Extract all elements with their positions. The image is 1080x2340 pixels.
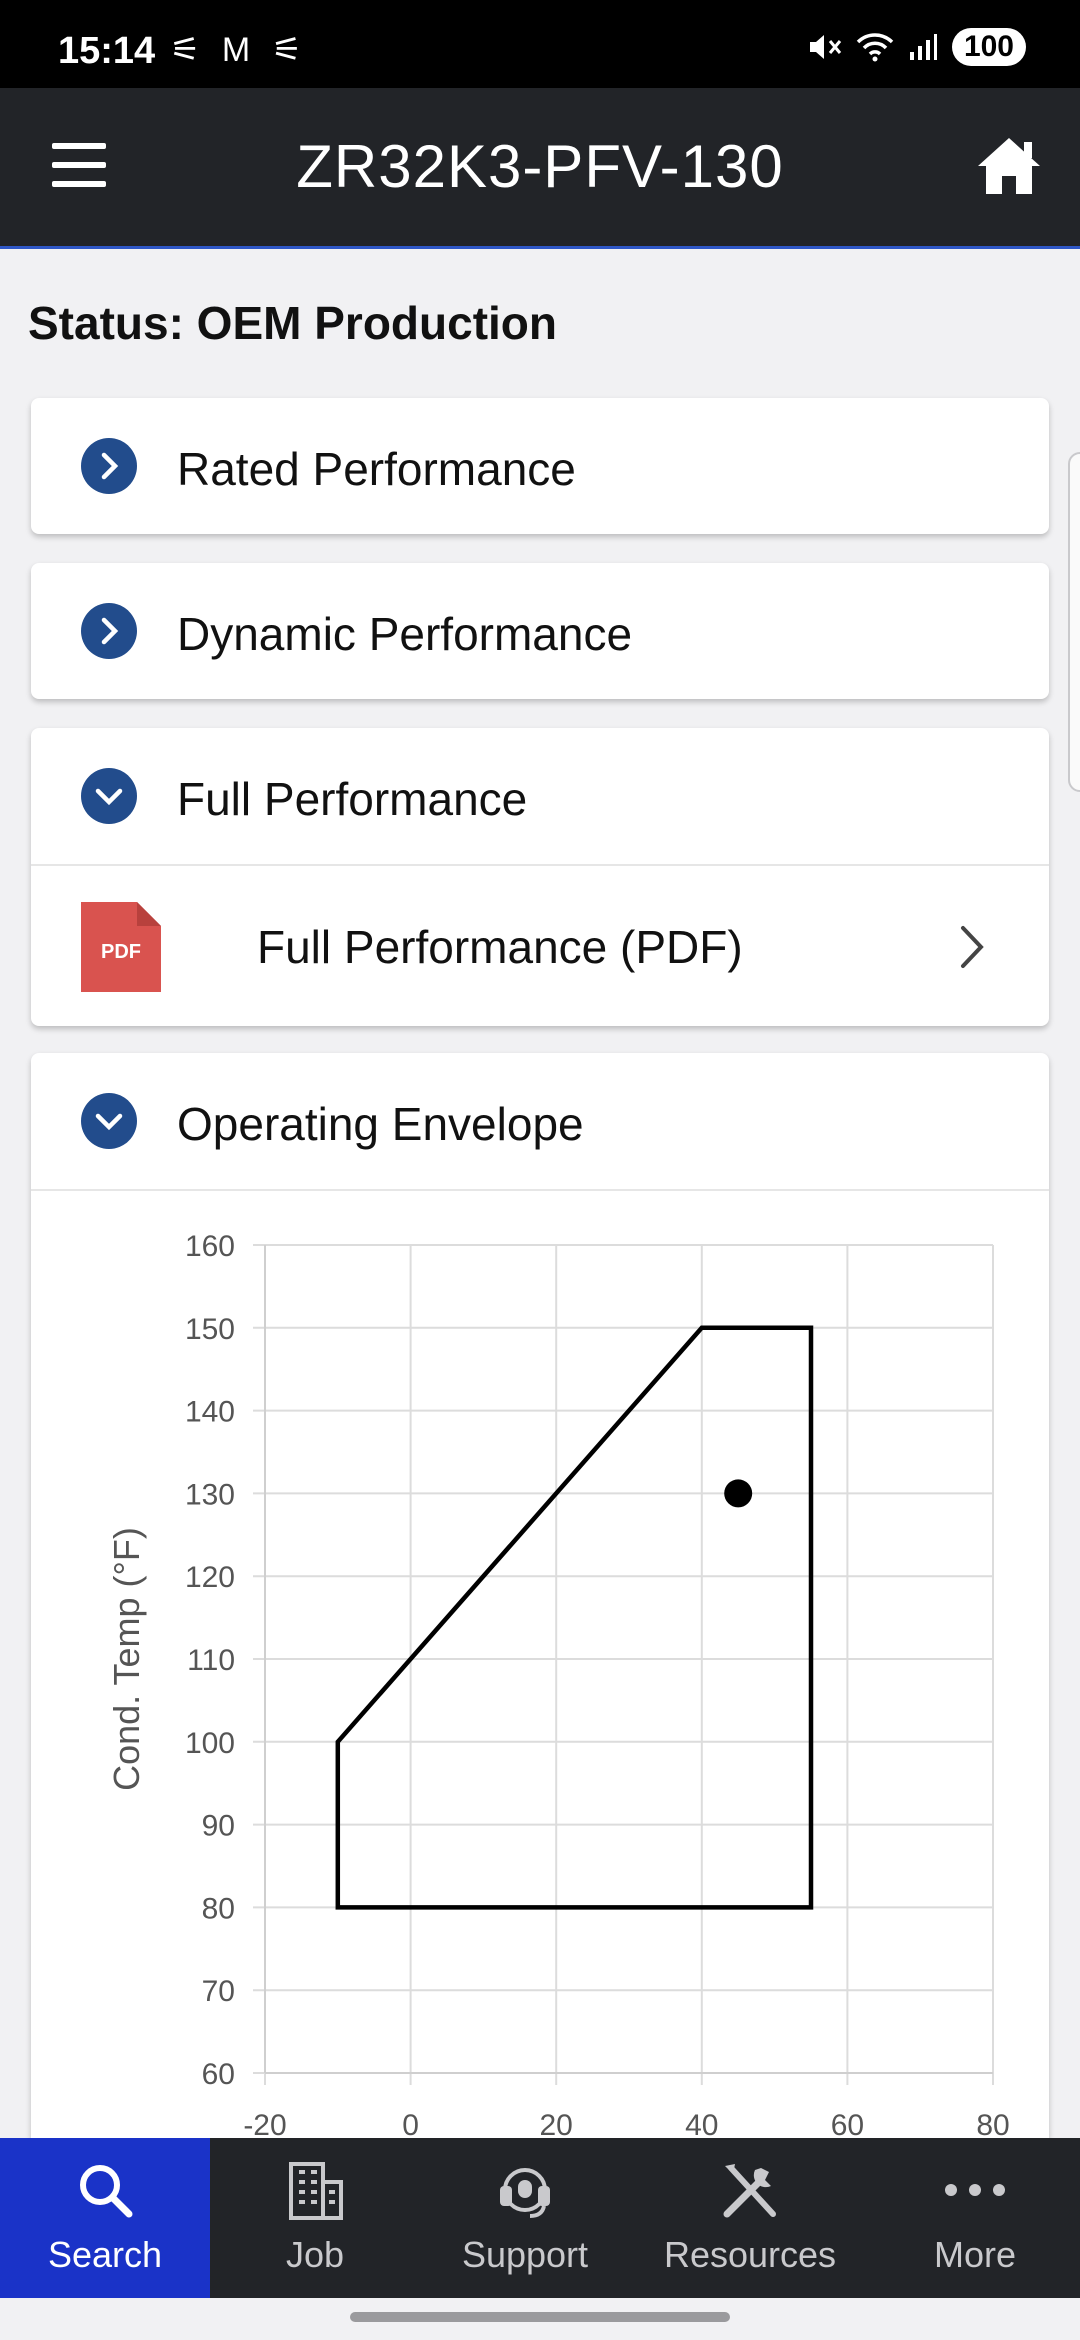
- scrollbar-handle[interactable]: [1068, 452, 1080, 792]
- search-icon: [75, 2160, 135, 2220]
- section-header[interactable]: Dynamic Performance: [31, 563, 1049, 699]
- y-tick-label: 120: [185, 1561, 235, 1594]
- headset-icon: [494, 2160, 556, 2222]
- y-tick-label: 150: [185, 1313, 235, 1346]
- status-time: 15:14: [58, 30, 155, 73]
- y-tick-label: 160: [185, 1230, 235, 1263]
- nav-label: Resources: [630, 2234, 870, 2276]
- pdf-link-label: Full Performance (PDF): [257, 920, 743, 974]
- nav-label: Job: [210, 2234, 420, 2276]
- section-full-performance: Full Performance PDF Full Performance (P…: [31, 728, 1049, 1026]
- section-title: Operating Envelope: [177, 1097, 584, 1151]
- notification-icons: ⚟ M ⚟: [170, 30, 308, 70]
- app-bar: ZR32K3-PFV-130: [0, 88, 1080, 249]
- chevron-right-icon: [81, 438, 137, 494]
- pdf-file-icon: PDF: [81, 902, 161, 992]
- nav-support[interactable]: Support: [420, 2138, 630, 2298]
- envelope-boundary: [338, 1328, 811, 1908]
- wifi-icon: [856, 32, 894, 62]
- y-tick-label: 80: [202, 1892, 235, 1925]
- section-header[interactable]: Rated Performance: [31, 398, 1049, 534]
- bottom-navigation: Search Job Support Resources More: [0, 2138, 1080, 2298]
- y-tick-label: 60: [202, 2058, 235, 2091]
- home-indicator: [350, 2312, 730, 2322]
- system-icons: 100: [808, 28, 1026, 66]
- section-rated-performance: Rated Performance: [31, 398, 1049, 534]
- building-icon: [285, 2160, 345, 2222]
- page-title: ZR32K3-PFV-130: [0, 132, 1080, 201]
- section-title: Rated Performance: [177, 442, 576, 496]
- y-axis-label: Cond. Temp (°F): [106, 1527, 147, 1791]
- nav-job[interactable]: Job: [210, 2138, 420, 2298]
- operating-point: [724, 1479, 752, 1507]
- battery-indicator: 100: [952, 28, 1026, 66]
- y-tick-label: 130: [185, 1478, 235, 1511]
- y-tick-label: 70: [202, 1975, 235, 2008]
- chevron-right-icon: [81, 603, 137, 659]
- section-dynamic-performance: Dynamic Performance: [31, 563, 1049, 699]
- nav-search[interactable]: Search: [0, 2138, 210, 2298]
- section-title: Dynamic Performance: [177, 607, 632, 661]
- home-icon: [974, 134, 1044, 198]
- section-header[interactable]: Full Performance: [31, 728, 1049, 864]
- product-status: Status: OEM Production: [28, 296, 557, 350]
- nav-label: Support: [420, 2234, 630, 2276]
- chevron-right-icon: [957, 924, 987, 970]
- section-title: Full Performance: [177, 772, 527, 826]
- signal-icon: [908, 32, 938, 62]
- section-header[interactable]: Operating Envelope: [31, 1053, 1049, 1189]
- y-tick-label: 100: [185, 1727, 235, 1760]
- status-bar: 15:14 ⚟ M ⚟ 100: [0, 0, 1080, 88]
- chevron-down-icon: [81, 768, 137, 824]
- nav-label: Search: [0, 2234, 210, 2276]
- section-operating-envelope: Operating Envelope 60 70 80 90 100 110 120 130 1…: [31, 1053, 1049, 2138]
- nav-more[interactable]: More: [870, 2138, 1080, 2298]
- nav-label: More: [870, 2234, 1080, 2276]
- nav-resources[interactable]: Resources: [630, 2138, 870, 2298]
- full-performance-pdf-link[interactable]: PDF Full Performance (PDF): [31, 866, 1049, 1026]
- home-button[interactable]: [974, 134, 1044, 198]
- more-icon: [940, 2160, 1010, 2220]
- y-tick-label: 140: [185, 1396, 235, 1429]
- chevron-down-icon: [81, 1093, 137, 1149]
- tools-icon: [719, 2160, 781, 2222]
- y-tick-label: 90: [202, 1810, 235, 1843]
- operating-envelope-chart-area: 60 70 80 90 100 110 120 130 140 150 160 -20 0 20 40 60 8…: [31, 1191, 1049, 2151]
- y-tick-label: 110: [187, 1644, 235, 1677]
- pdf-icon-text: PDF: [101, 941, 141, 963]
- mute-icon: [808, 32, 842, 62]
